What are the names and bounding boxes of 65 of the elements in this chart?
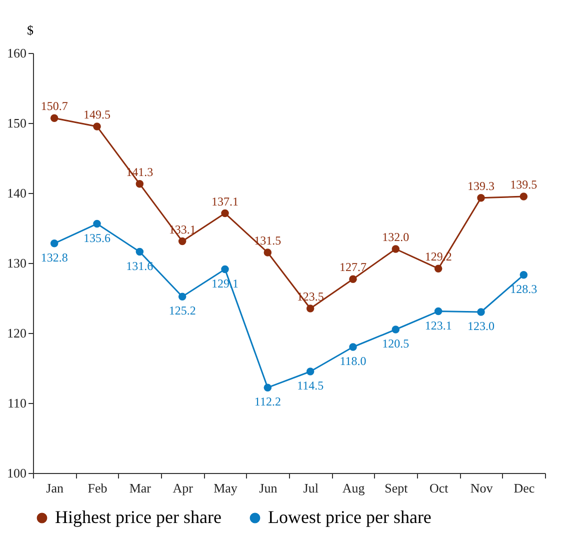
data-label: 135.6 [84,230,110,245]
x-tick-label: Dec [514,480,535,496]
data-label: 120.5 [382,336,410,350]
data-label: 118.0 [340,354,366,368]
point [520,192,528,200]
point [477,308,485,316]
y-tick-label: 120 [7,326,26,340]
data-label: 150.7 [40,99,68,114]
y-tick-label: 150 [7,116,26,130]
y-tick-label: 140 [7,186,26,200]
y-tick-label: 130 [7,256,26,270]
point [178,292,186,300]
point [136,248,144,256]
point [50,240,58,248]
data-label: 137.1 [212,194,238,208]
point [264,248,272,256]
data-label: 131.6 [126,258,154,273]
x-tick-label: Sept [384,480,408,496]
point [520,271,528,279]
x-tick-label: Apr [172,480,194,496]
point [93,220,101,228]
x-tick-label: Jan [46,480,64,496]
point [136,180,144,188]
point [178,237,186,246]
data-label: 132.8 [40,250,68,264]
x-tick-label: Aug [342,480,366,496]
point [306,368,314,376]
x-tick-label: Nov [470,480,494,496]
x-tick-label: Jun [259,480,278,496]
data-label: 139.3 [468,178,494,193]
data-label: 131.5 [254,234,282,248]
data-label: 139.5 [510,178,538,192]
point [50,114,58,122]
point [392,326,400,334]
legend-label: Lowest price per share [268,507,432,527]
point [434,264,442,272]
data-label: 127.7 [340,260,366,274]
data-label: 123.0 [468,319,494,333]
data-label: 125.2 [168,304,196,318]
y-axis-title: $ [27,22,34,38]
point [221,209,229,218]
legend-label: Highest price per share [55,507,222,527]
point [349,275,357,283]
point [349,343,357,351]
y-tick-label: 110 [7,396,26,410]
x-tick-label: May [214,480,238,496]
point [93,122,101,130]
y-tick-label: 160 [7,46,26,60]
x-tick-label: Jul [303,480,319,496]
point [392,245,400,253]
x-tick-label: Mar [129,480,152,496]
point [477,194,485,202]
point [264,384,272,392]
x-tick-label: Oct [429,480,449,496]
data-label: 132.0 [382,230,410,244]
y-tick-label: 100 [7,466,26,480]
point [306,304,314,312]
data-label: 123.1 [424,318,452,332]
point [434,307,442,316]
point [221,265,229,274]
data-label: 112.2 [254,394,281,409]
data-label: 128.3 [510,282,538,296]
data-label: 114.5 [297,378,324,392]
x-tick-label: Feb [88,480,108,496]
data-label: 149.5 [84,108,110,122]
